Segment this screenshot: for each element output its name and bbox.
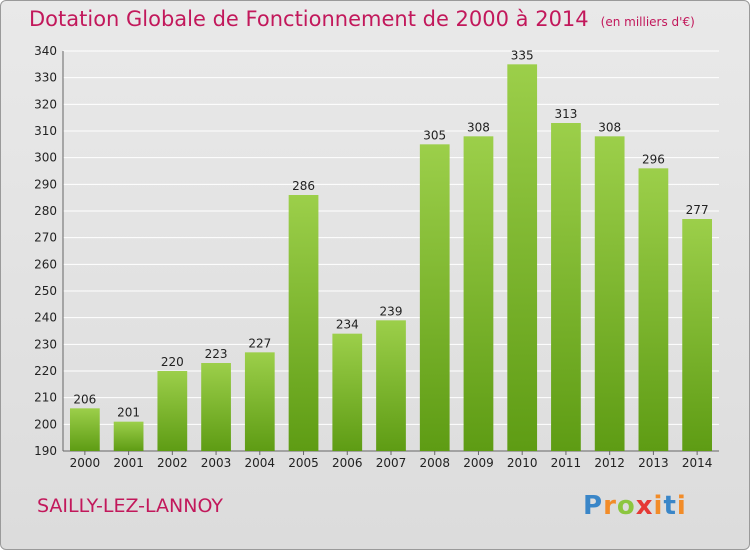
y-tick-label: 340 — [34, 44, 57, 58]
data-label: 206 — [73, 392, 96, 406]
bar — [157, 371, 188, 451]
y-tick-label: 310 — [34, 124, 57, 138]
x-tick-label: 2013 — [638, 456, 669, 470]
data-label: 313 — [554, 107, 577, 121]
bar — [69, 408, 100, 451]
x-tick-label: 2003 — [201, 456, 232, 470]
chart-title: Dotation Globale de Fonctionnement de 20… — [29, 7, 695, 31]
x-tick-label: 2004 — [245, 456, 276, 470]
y-tick-label: 280 — [34, 204, 57, 218]
y-tick-label: 230 — [34, 337, 57, 351]
x-tick-label: 2012 — [594, 456, 625, 470]
bar — [463, 136, 494, 452]
y-tick-label: 250 — [34, 284, 57, 298]
bar — [594, 136, 625, 452]
proxiti-logo: Proxiti — [583, 491, 687, 521]
x-tick-label: 2011 — [551, 456, 582, 470]
y-tick-label: 320 — [34, 97, 57, 111]
bar — [638, 168, 669, 452]
x-tick-label: 2007 — [376, 456, 407, 470]
data-label: 223 — [205, 347, 228, 361]
data-label: 239 — [380, 304, 403, 318]
x-tick-label: 2009 — [463, 456, 494, 470]
data-label: 335 — [511, 48, 534, 62]
bar — [244, 352, 275, 451]
x-tick-label: 2010 — [507, 456, 538, 470]
data-label: 308 — [467, 120, 490, 134]
bar — [551, 123, 581, 451]
y-tick-label: 220 — [34, 364, 57, 378]
bar — [376, 320, 406, 451]
x-tick-label: 2014 — [682, 456, 713, 470]
data-label: 227 — [248, 336, 271, 350]
x-tick-label: 2002 — [157, 456, 188, 470]
bar — [113, 421, 144, 451]
data-label: 286 — [292, 179, 315, 193]
bar — [201, 363, 231, 451]
y-tick-label: 290 — [34, 177, 57, 191]
y-tick-label: 240 — [34, 311, 57, 325]
data-label: 220 — [161, 355, 184, 369]
y-tick-label: 190 — [34, 444, 57, 458]
data-label: 296 — [642, 152, 665, 166]
chart-subtitle: (en milliers d'€) — [600, 15, 695, 29]
data-label: 234 — [336, 318, 359, 332]
y-tick-label: 200 — [34, 417, 57, 431]
data-label: 308 — [598, 120, 621, 134]
y-tick-label: 260 — [34, 257, 57, 271]
x-tick-label: 2000 — [70, 456, 101, 470]
commune-name: SAILLY-LEZ-LANNOY — [37, 495, 223, 517]
bar — [507, 64, 538, 452]
data-label: 201 — [117, 406, 140, 420]
bar — [682, 219, 713, 451]
bar — [288, 195, 319, 451]
x-tick-label: 2008 — [419, 456, 450, 470]
data-label: 305 — [423, 128, 446, 142]
x-tick-label: 2006 — [332, 456, 363, 470]
bar — [419, 144, 450, 452]
y-tick-label: 270 — [34, 231, 57, 245]
y-tick-label: 300 — [34, 151, 57, 165]
data-label: 277 — [686, 203, 709, 217]
y-tick-label: 330 — [34, 71, 57, 85]
x-tick-label: 2005 — [288, 456, 319, 470]
bar — [332, 333, 363, 451]
x-tick-label: 2001 — [113, 456, 144, 470]
y-tick-label: 210 — [34, 391, 57, 405]
